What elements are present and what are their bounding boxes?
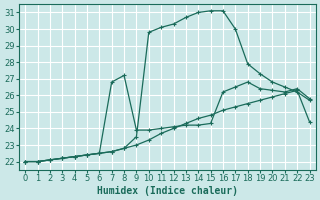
X-axis label: Humidex (Indice chaleur): Humidex (Indice chaleur) <box>97 186 238 196</box>
